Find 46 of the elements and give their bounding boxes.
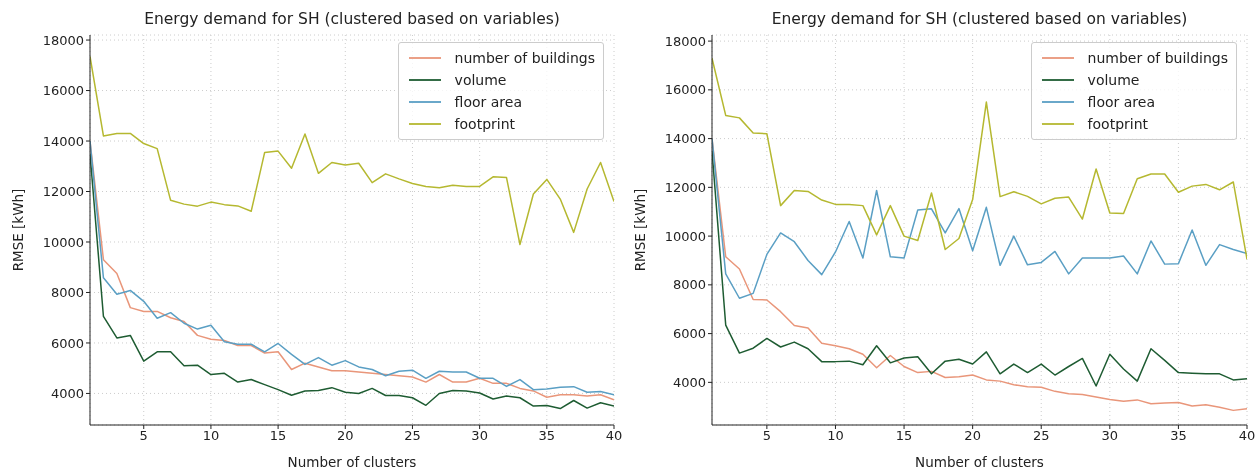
legend-label: number of buildings [454,50,595,66]
y-tick-label: 8000 [672,277,706,293]
x-tick-label: 10 [202,428,220,444]
x-tick-label: 25 [1032,428,1050,444]
y-tick-label: 12000 [42,184,84,200]
y-tick-label: 18000 [664,33,706,49]
y-axis-title: RMSE [kWh] [631,188,648,272]
chart-title: Energy demand for SH (clustered based on variables) [143,10,561,28]
y-tick-label: 12000 [664,179,706,195]
x-tick-label: 40 [605,428,623,444]
x-tick-label: 10 [827,428,844,444]
y-tick-label: 14000 [42,133,84,149]
y-tick-label: 10000 [664,228,706,244]
legend-label: number of buildings [1087,50,1228,66]
x-tick-label: 15 [269,428,287,444]
x-tick-label: 40 [1238,428,1255,444]
x-tick-label: 35 [1170,428,1187,444]
x-axis-title: Number of clusters [287,454,417,470]
y-tick-label: 8000 [50,285,84,301]
legend-label: volume [454,72,507,88]
y-tick-label: 16000 [42,83,84,99]
y-axis-title: RMSE [kWh] [9,188,26,272]
x-tick-label: 5 [762,428,772,444]
x-tick-label: 30 [1101,428,1119,444]
y-tick-label: 14000 [664,131,706,147]
chart-title: Energy demand for SH (clustered based on variables) [770,10,1189,28]
x-axis-title: Number of clusters [915,454,1044,470]
legend-label: floor area [454,94,522,110]
x-tick-label: 30 [471,428,488,444]
x-tick-label: 25 [404,428,421,444]
y-tick-label: 6000 [672,326,706,342]
y-tick-label: 4000 [672,374,706,390]
x-tick-label: 20 [337,428,354,444]
x-tick-label: 5 [139,428,148,444]
legend-label: footprint [1087,116,1149,132]
x-tick-label: 15 [895,428,913,444]
legend-label: footprint [454,116,516,132]
y-tick-label: 10000 [42,234,84,250]
y-tick-label: 18000 [42,32,84,48]
legend-label: volume [1087,72,1140,88]
y-tick-label: 6000 [50,335,84,351]
legend-label: floor area [1087,94,1155,110]
x-tick-label: 35 [538,428,556,444]
x-tick-label: 20 [964,428,981,444]
y-tick-label: 4000 [50,386,84,402]
y-tick-label: 16000 [664,82,706,98]
